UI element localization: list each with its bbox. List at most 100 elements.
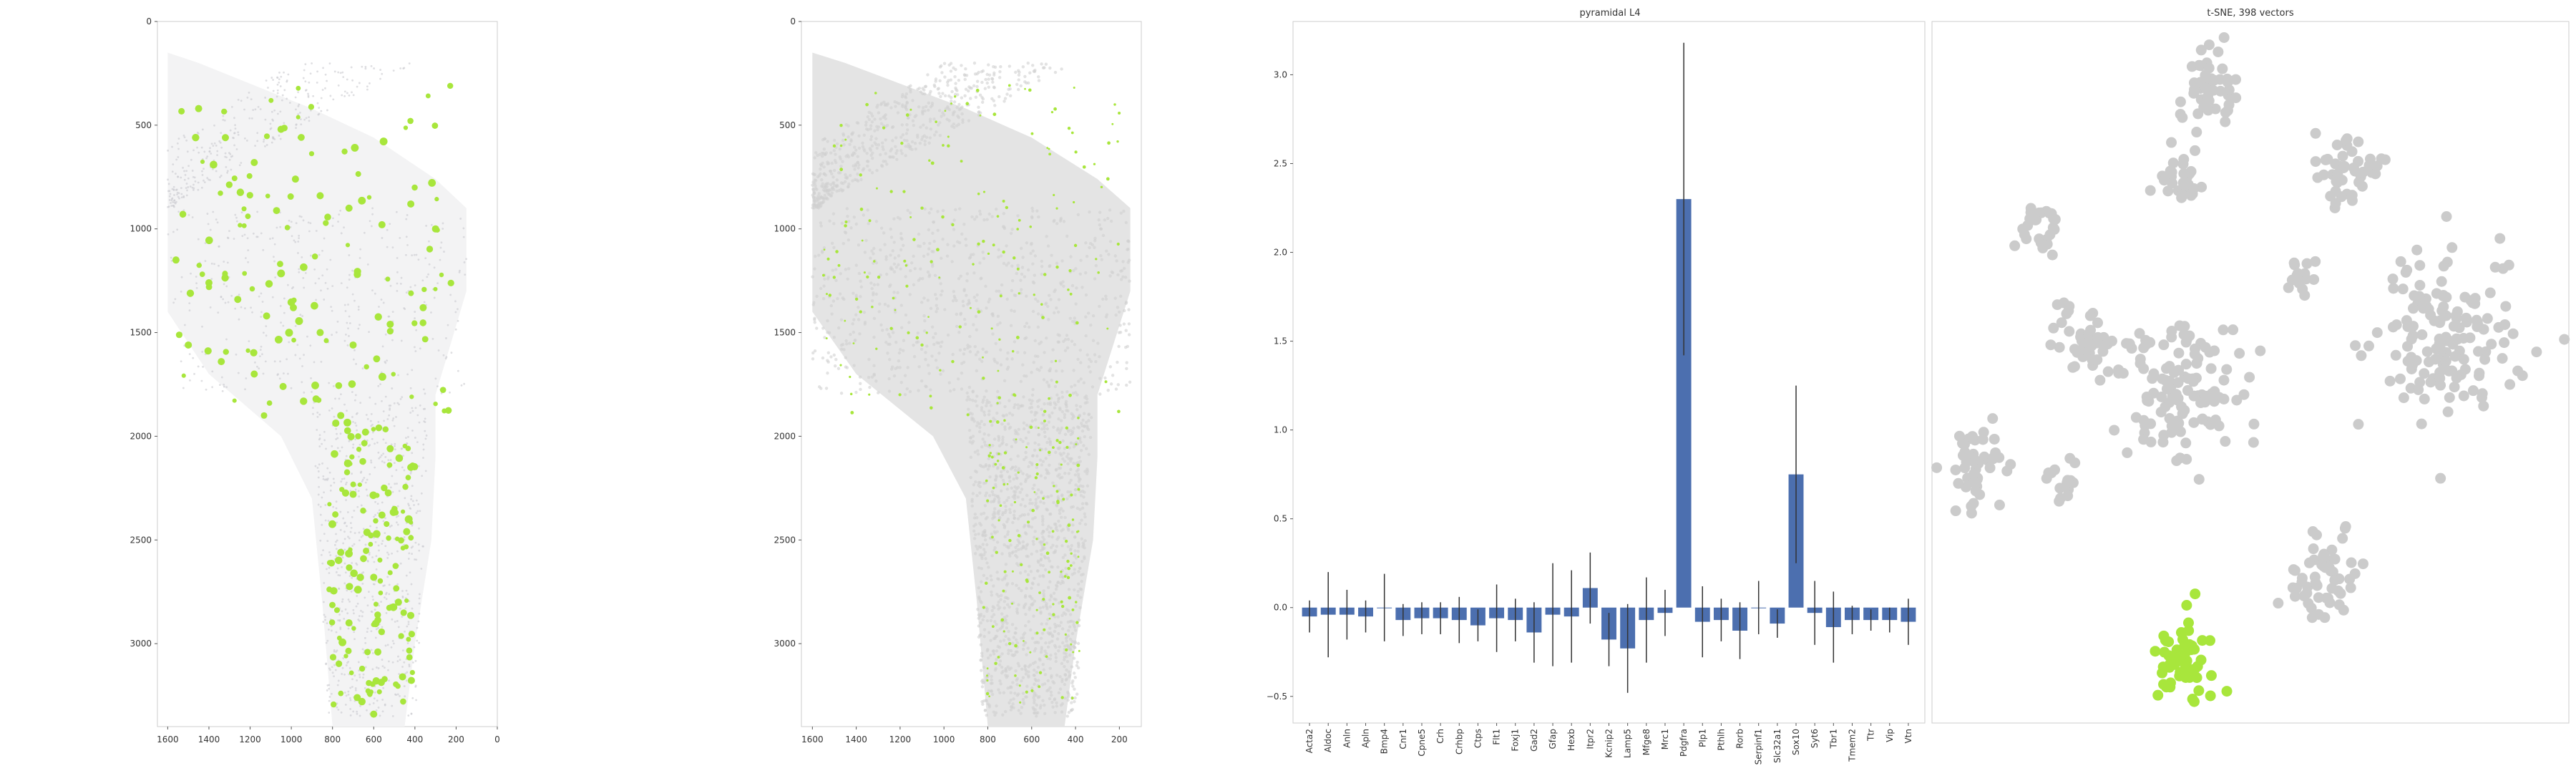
- highlight-cell: [1043, 543, 1045, 545]
- tissue-speck: [407, 436, 409, 438]
- highlight-cell: [375, 313, 382, 320]
- tissue-speck: [929, 388, 932, 391]
- tissue-speck: [1027, 670, 1030, 673]
- highlight-cell: [330, 654, 336, 660]
- highlight-cell: [985, 581, 987, 584]
- tissue-speck: [1073, 700, 1075, 703]
- tissue-speck: [336, 500, 338, 503]
- highlight-cell: [1052, 613, 1055, 616]
- highlight-cell: [404, 598, 409, 603]
- tissue-speck: [1048, 420, 1050, 423]
- tissue-speck: [914, 267, 917, 270]
- tissue-speck: [356, 506, 358, 508]
- tissue-speck: [1048, 581, 1051, 583]
- tissue-speck: [890, 236, 893, 238]
- tissue-speck: [1042, 589, 1045, 592]
- tissue-speck: [957, 116, 960, 119]
- tissue-speck: [982, 69, 985, 72]
- highlight-cell: [385, 276, 390, 281]
- highlight-cell: [401, 609, 407, 616]
- tissue-speck: [443, 354, 445, 357]
- tissue-speck: [234, 214, 236, 216]
- tissue-speck: [899, 348, 902, 351]
- tissue-speck: [336, 437, 338, 440]
- tissue-speck: [351, 270, 353, 272]
- highlight-cell: [860, 208, 864, 211]
- tissue-speck: [1025, 294, 1028, 297]
- tissue-speck: [244, 137, 246, 140]
- highlight-cell: [1051, 111, 1053, 113]
- tissue-speck: [1121, 276, 1124, 278]
- tissue-speck: [173, 186, 175, 188]
- tissue-speck: [1075, 661, 1078, 664]
- tissue-speck: [998, 445, 1001, 447]
- tissue-speck: [877, 283, 879, 286]
- highlight-cell: [373, 530, 381, 538]
- tissue-speck: [1072, 505, 1075, 508]
- tissue-speck: [892, 331, 894, 334]
- tissue-speck: [341, 94, 343, 97]
- tissue-speck: [1061, 627, 1064, 630]
- tissue-speck: [296, 123, 298, 125]
- tsne-point: [2347, 146, 2358, 157]
- tissue-speck: [1003, 526, 1006, 529]
- highlight-cell: [341, 149, 347, 155]
- highlight-cell: [260, 412, 267, 419]
- tissue-speck: [962, 361, 965, 364]
- tissue-speck: [299, 112, 301, 114]
- highlight-cell: [826, 258, 829, 261]
- tissue-speck: [914, 142, 917, 145]
- tissue-speck: [1015, 639, 1018, 641]
- highlight-cell: [1023, 640, 1025, 642]
- tissue-speck: [1059, 582, 1062, 585]
- tissue-speck: [969, 97, 972, 100]
- tissue-speck: [950, 90, 953, 93]
- highlight-cell: [1048, 571, 1050, 573]
- tissue-speck: [1033, 530, 1036, 533]
- tsne-title: t-SNE, 398 vectors: [2207, 8, 2293, 19]
- tissue-speck: [976, 80, 979, 83]
- tissue-speck: [347, 327, 349, 329]
- tissue-speck: [409, 62, 411, 64]
- highlight-cell: [379, 591, 384, 596]
- tissue-speck: [910, 261, 913, 264]
- tissue-speck: [1055, 306, 1058, 309]
- tissue-speck: [1075, 286, 1078, 289]
- tissue-speck: [364, 687, 366, 689]
- highlight-cell: [344, 427, 351, 435]
- tissue-speck: [1025, 494, 1028, 497]
- tissue-speck: [999, 65, 1002, 68]
- tissue-speck: [926, 73, 929, 76]
- tissue-speck: [1010, 357, 1013, 360]
- tissue-speck: [305, 272, 307, 274]
- tissue-speck: [429, 263, 431, 266]
- tissue-speck: [174, 298, 176, 300]
- highlight-cell: [1078, 530, 1080, 533]
- highlight-cell: [386, 462, 392, 468]
- tissue-speck: [1051, 544, 1054, 547]
- tissue-speck: [952, 388, 955, 391]
- tissue-speck: [1110, 220, 1113, 223]
- tissue-speck: [1024, 603, 1027, 606]
- tissue-speck: [225, 386, 228, 388]
- tissue-speck: [855, 263, 858, 266]
- tissue-speck: [352, 609, 354, 611]
- tissue-speck: [1032, 543, 1035, 545]
- tissue-speck: [997, 509, 1000, 512]
- y-tick-label: 2500: [130, 535, 152, 545]
- tissue-speck: [1040, 273, 1043, 276]
- highlight-cell: [1038, 591, 1041, 594]
- tissue-speck: [857, 243, 860, 246]
- tissue-speck: [366, 489, 368, 491]
- tissue-speck: [1033, 669, 1035, 671]
- tissue-speck: [833, 169, 836, 172]
- tissue-speck: [171, 146, 173, 148]
- tissue-speck: [1079, 349, 1082, 351]
- tissue-speck: [1022, 698, 1025, 701]
- tissue-speck: [1070, 701, 1073, 704]
- tissue-speck: [888, 389, 891, 392]
- tissue-speck: [1008, 399, 1010, 402]
- tissue-speck: [924, 358, 927, 361]
- tsne-point: [2220, 117, 2230, 127]
- tissue-speck: [1060, 710, 1063, 713]
